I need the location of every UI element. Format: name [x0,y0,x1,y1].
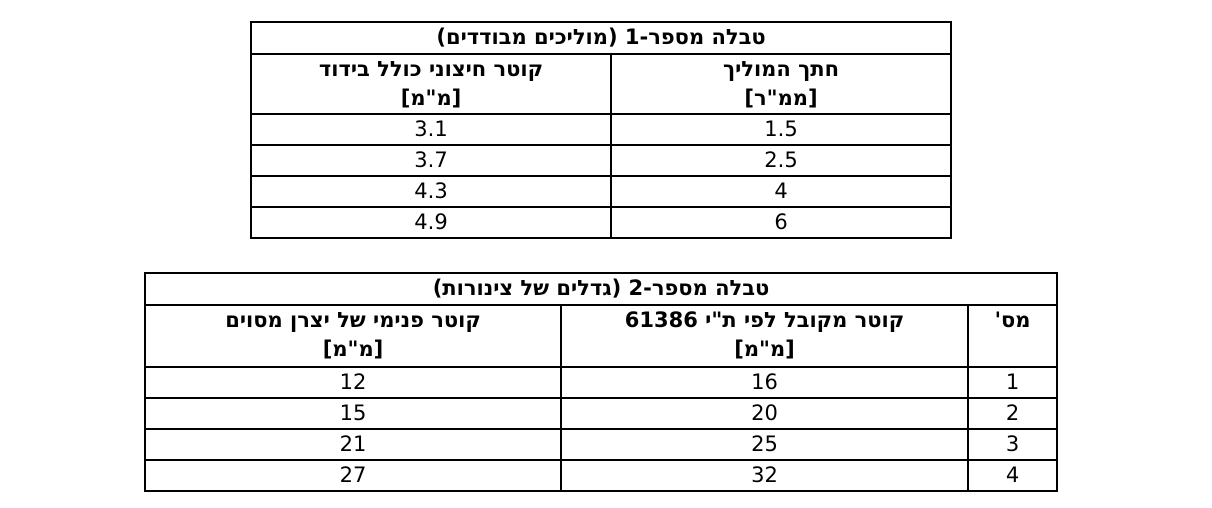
cell: 15 [143,397,563,430]
cell: 4 [610,175,952,208]
header-line: [מ"מ] [400,86,462,110]
column-header: קוטר מקובל לפי ת"י 61386 [מ"מ] [560,304,970,368]
cell: 25 [560,428,970,461]
cell: 12 [143,366,563,399]
data-row: 2.5 3.7 [250,144,952,177]
cell: 4.9 [250,206,612,239]
header-line: קוטר מקובל לפי ת"י 61386 [624,308,905,332]
header-line: [ממ"ר] [744,86,818,110]
table: טבלה מספר-1 (מוליכים מבודדים) חתך המוליך [… [250,21,952,239]
cell: 3 [967,428,1059,461]
data-row: 1.5 3.1 [250,113,952,146]
header-line: קוטר פנימי של יצרן מסוים [225,308,481,332]
table: טבלה מספר-2 (גדלים של צינורות) מס' קוטר מק… [143,272,1059,492]
header-line: קוטר חיצוני כולל בידוד [318,57,544,81]
cell: 3.1 [250,113,612,146]
data-row: 2 20 15 [143,397,1059,430]
data-row: 1 16 12 [143,366,1059,399]
cell: 4 [967,459,1059,492]
cell: 1.5 [610,113,952,146]
cell: 27 [143,459,563,492]
data-row: 4 4.3 [250,175,952,208]
column-header: קוטר פנימי של יצרן מסוים [מ"מ] [143,304,563,368]
data-row: 6 4.9 [250,206,952,239]
cell: 32 [560,459,970,492]
header-line: [מ"מ] [322,337,384,361]
table-title: טבלה מספר-1 (מוליכים מבודדים) [250,21,952,55]
cell: 21 [143,428,563,461]
column-header: קוטר חיצוני כולל בידוד [מ"מ] [250,53,612,115]
header-line: חתך המוליך [722,57,840,81]
cell: 16 [560,366,970,399]
cell: 2.5 [610,144,952,177]
cell: 2 [967,397,1059,430]
header-line: [מ"מ] [734,337,795,361]
cell: 4.3 [250,175,612,208]
cell: 20 [560,397,970,430]
cell: 6 [610,206,952,239]
table-title: טבלה מספר-2 (גדלים של צינורות) [143,272,1059,306]
cell: 3.7 [250,144,612,177]
header-row: מס' קוטר מקובל לפי ת"י 61386 [מ"מ] קוטר פני… [143,304,1059,368]
column-header: מס' [967,304,1059,368]
title-row: טבלה מספר-1 (מוליכים מבודדים) [250,21,952,55]
header-row: חתך המוליך [ממ"ר] קוטר חיצוני כולל בידוד [מ… [250,53,952,115]
data-row: 4 32 27 [143,459,1059,492]
header-line: מס' [994,308,1031,332]
data-row: 3 25 21 [143,428,1059,461]
column-header: חתך המוליך [ממ"ר] [610,53,952,115]
cell: 1 [967,366,1059,399]
title-row: טבלה מספר-2 (גדלים של צינורות) [143,272,1059,306]
